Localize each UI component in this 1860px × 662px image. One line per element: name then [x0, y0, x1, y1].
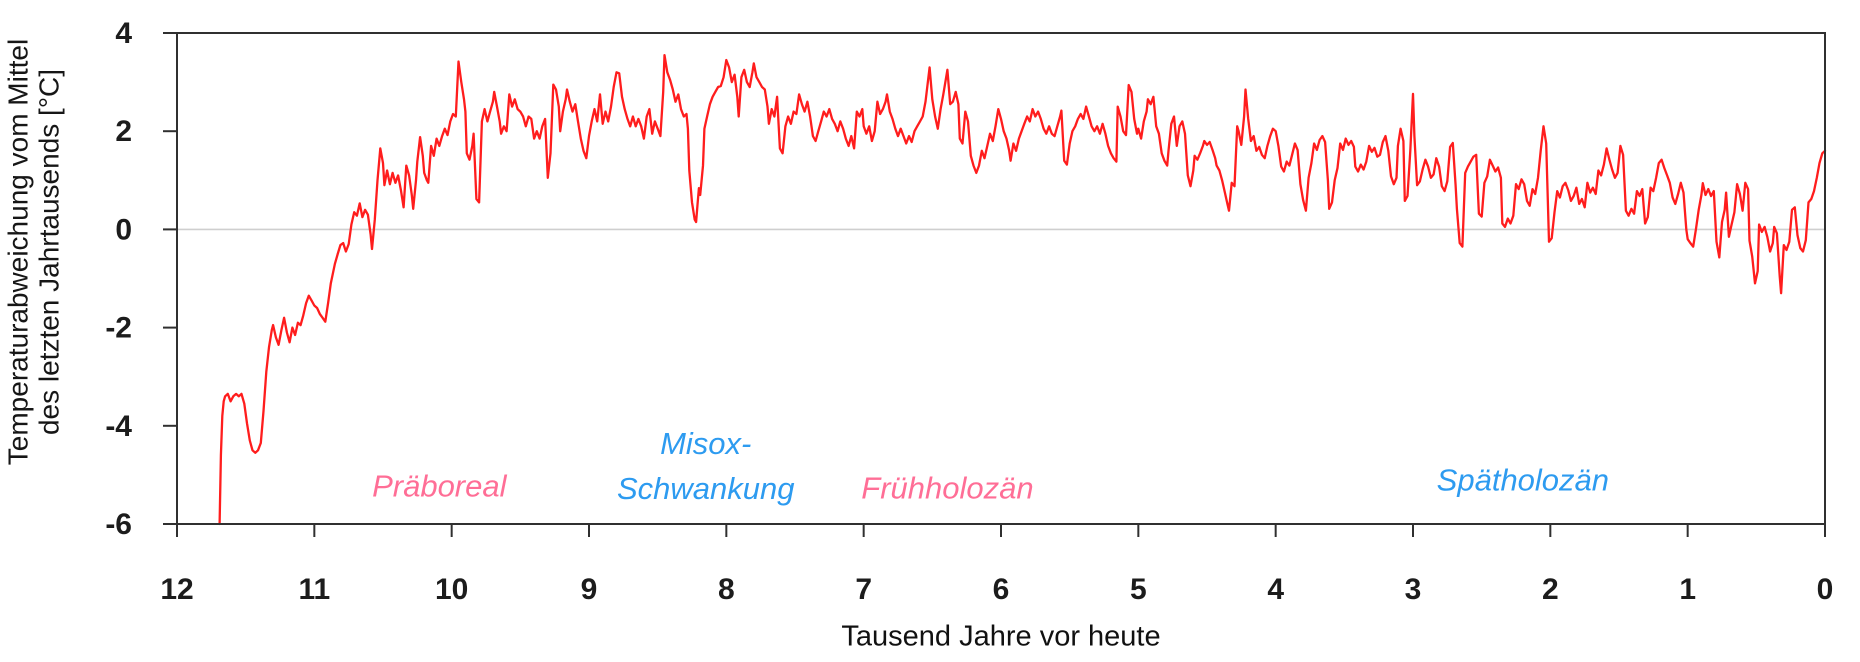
annotation-spaetholozaen: Spätholozän: [1436, 462, 1610, 498]
y-axis-tick-label: -2: [105, 312, 132, 345]
plot-frame: [176, 32, 1826, 525]
y-axis-title: Temperaturabweichung vom Mittel des letz…: [3, 39, 66, 465]
x-axis-tick-label: 7: [855, 573, 872, 606]
x-axis-tick-label: 8: [718, 573, 735, 606]
x-axis-tick-label: 3: [1405, 573, 1422, 606]
x-axis-tick-label: 12: [160, 573, 193, 606]
annotation-fruehholozaen: Frühholozän: [861, 470, 1034, 506]
y-axis-tick-label: -6: [105, 508, 132, 541]
x-axis-tick-label: 1: [1679, 573, 1696, 606]
y-axis-tick-label: 2: [115, 115, 132, 148]
temperature-line: [218, 53, 1827, 526]
x-axis-tick-label: 10: [435, 573, 468, 606]
y-axis-tick-label: 0: [115, 213, 132, 246]
y-axis-tick-label: -4: [105, 410, 132, 443]
x-axis-title: Tausend Jahre vor heute: [841, 620, 1161, 653]
x-axis-tick-label: 6: [993, 573, 1010, 606]
y-axis-title-line1: Temperaturabweichung vom Mittel: [2, 38, 34, 466]
x-axis-tick-label: 11: [298, 573, 330, 606]
x-axis-tick-label: 9: [581, 573, 598, 606]
x-axis-tick-label: 0: [1817, 573, 1834, 606]
x-axis-tick-label: 2: [1542, 573, 1559, 606]
y-axis-tick-label: 4: [115, 17, 132, 50]
x-axis-tick-label: 4: [1267, 573, 1284, 606]
y-axis-title-line2: des letzten Jahrtausends [°C]: [34, 68, 65, 436]
x-axis-tick-label: 5: [1130, 573, 1147, 606]
annotation-praeboreal: Präboreal: [372, 468, 507, 504]
annotation-misox: Misox- Schwankung: [616, 426, 795, 507]
